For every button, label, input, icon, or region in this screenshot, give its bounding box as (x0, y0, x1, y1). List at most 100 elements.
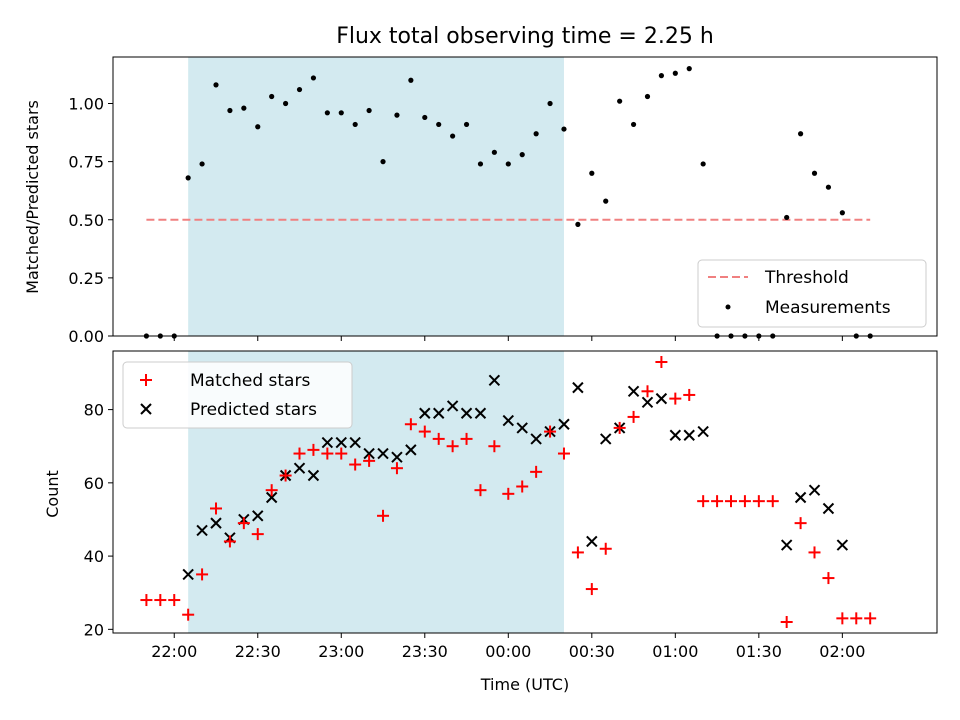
top-y-tick-label: 0.75 (68, 153, 104, 172)
measurement-point (644, 93, 651, 100)
predicted-star-point (252, 510, 264, 522)
matched-star-point (140, 594, 153, 607)
measurement-point (477, 161, 484, 167)
matched-star-point (307, 443, 320, 456)
top-y-tick-label: 0.25 (68, 269, 104, 288)
predicted-star-point (460, 407, 473, 419)
x-tick-label: 23:00 (318, 642, 364, 661)
bottom-y-tick-label: 60 (84, 474, 104, 493)
matched-star-point (780, 616, 793, 629)
predicted-star-point (502, 414, 515, 427)
matched-star-point (557, 447, 570, 460)
x-axis-label: Time (UTC) (480, 675, 569, 694)
predicted-star-point (794, 491, 807, 504)
measurement-point (797, 131, 804, 137)
measurement-point (338, 110, 344, 116)
matched-star-point (725, 495, 737, 508)
matched-star-point (210, 502, 222, 515)
matched-star-point (196, 568, 209, 581)
matched-star-point (237, 517, 250, 530)
top-x-ticks (173, 336, 843, 341)
top-y-axis-label: Matched/Predicted stars (23, 100, 42, 294)
matched-star-point (321, 447, 334, 460)
predicted-star-point (600, 433, 612, 445)
measurement-point (784, 214, 790, 221)
predicted-star-point (530, 433, 542, 445)
matched-star-point (390, 462, 403, 475)
top-y-tick-label: 0.50 (68, 211, 104, 230)
matched-star-point (683, 388, 696, 401)
predicted-star-point (697, 425, 709, 438)
measurement-point (686, 66, 692, 72)
measurement-point (269, 93, 275, 100)
matched-star-point (474, 484, 487, 497)
predicted-star-point (488, 374, 501, 387)
predicted-star-point (655, 392, 668, 405)
matched-star-point (404, 418, 417, 431)
bottom-y-tick-label: 80 (84, 401, 104, 420)
matched-star-point (822, 572, 835, 585)
predicted-star-point (419, 407, 431, 419)
measurement-point (811, 170, 818, 176)
predicted-star-point (182, 568, 194, 581)
measurement-point (185, 175, 191, 181)
matched-star-point (627, 410, 640, 423)
measurement-point (380, 159, 386, 165)
matched-star-point (418, 425, 431, 438)
top-legend-box (697, 259, 927, 328)
measurement-point (352, 121, 358, 128)
matched-star-point (766, 495, 779, 508)
matched-star-point (585, 583, 598, 596)
predicted-star-point (808, 484, 821, 496)
top-panel: 0.00 0.25 0.50 0.75 1.00 Matched/Predicted s… (23, 56, 938, 346)
top-y-tick-label: 0.00 (68, 327, 104, 346)
matched-star-point (655, 355, 668, 368)
measurement-point (408, 77, 414, 83)
x-tick-label: 23:30 (402, 642, 448, 661)
matched-star-point (279, 469, 292, 482)
measurement-point (463, 121, 470, 128)
x-tick-label: 22:30 (235, 642, 281, 661)
matched-star-point (349, 458, 362, 471)
measurement-point (505, 161, 511, 167)
measurement-point (533, 131, 539, 137)
matched-star-point (516, 480, 529, 493)
bottom-axes-frame (112, 350, 938, 634)
predicted-star-point (586, 535, 598, 548)
measurement-point (296, 86, 303, 93)
matched-star-point (293, 447, 306, 460)
matched-star-point (752, 495, 765, 508)
matched-star-point (836, 612, 849, 625)
measurement-point (366, 107, 372, 114)
predicted-star-point (293, 462, 306, 474)
matched-star-point (669, 392, 682, 405)
measurement-point (561, 126, 567, 132)
measurement-point (658, 73, 665, 79)
predicted-star-point (321, 436, 334, 449)
matched-star-point (544, 425, 557, 438)
measurement-point (589, 170, 595, 176)
measurement-point (672, 70, 678, 76)
top-y-tick-label: 1.00 (68, 95, 104, 114)
top-legend: Threshold Measurements (697, 259, 927, 328)
matched-star-point (711, 495, 724, 508)
matched-star-point (265, 484, 278, 497)
matched-star-point (488, 440, 501, 453)
x-tick-label: 02:00 (819, 642, 865, 661)
matched-star-point (363, 454, 376, 467)
matched-star-point (154, 594, 167, 607)
count-points (140, 355, 877, 629)
measurement-point (255, 124, 261, 130)
measurement-point (227, 107, 233, 114)
predicted-star-point (780, 539, 793, 551)
predicted-star-point (572, 381, 584, 394)
matched-star-point (571, 546, 584, 559)
legend-matched-swatch (140, 374, 152, 386)
matched-star-point (599, 542, 612, 555)
predicted-star-point (307, 469, 320, 482)
legend-measurements-label: Measurements (765, 298, 891, 318)
predicted-star-point (335, 436, 347, 449)
x-tick-label: 22:00 (151, 642, 197, 661)
matched-star-point (641, 385, 654, 398)
predicted-star-point (558, 418, 570, 430)
